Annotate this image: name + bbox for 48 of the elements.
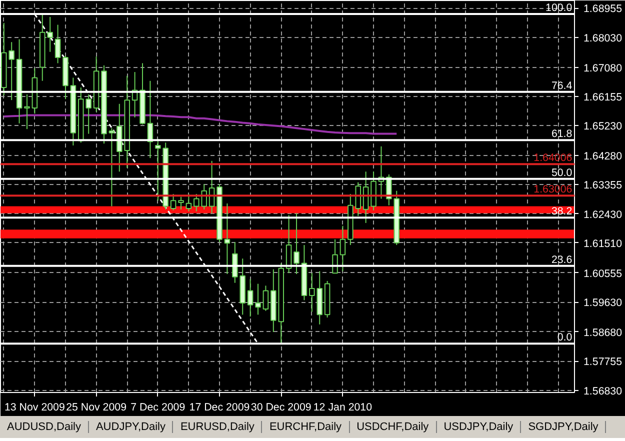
candlestick — [24, 94, 30, 130]
ref-line-label: 1.63006 — [534, 184, 572, 196]
ref-line-label: 1.64006 — [534, 152, 572, 164]
y-tick-label: 1.65230 — [584, 120, 622, 133]
text: SGDJPY,Daily — [521, 421, 606, 433]
text: AUDUSD,Daily — [0, 421, 89, 433]
y-tick-label: 1.59630 — [584, 297, 622, 310]
text: EURUSD,Daily — [173, 421, 262, 433]
text: EURCHF,Daily — [262, 421, 350, 433]
y-tick-label: 1.67080 — [584, 62, 622, 74]
candlestick — [178, 196, 184, 210]
y-tick-label: 1.66155 — [584, 91, 622, 104]
x-tick-label: 7 Dec 2009 — [130, 402, 186, 414]
candlestick — [255, 283, 261, 316]
annotation: 0.0 — [557, 332, 572, 344]
y-tick-label: 1.68030 — [584, 32, 622, 44]
candlestick — [294, 212, 300, 275]
candlestick — [262, 285, 269, 312]
y-tick-label: 1.62430 — [584, 208, 622, 221]
x-tick-label: 13 Nov 2009 — [4, 402, 65, 414]
candlestick — [247, 278, 254, 318]
y-tick-label: 1.63355 — [584, 180, 622, 192]
candlestick — [340, 225, 346, 272]
text: USDJPY,Daily — [436, 421, 522, 433]
y-tick-label: 1.68955 — [584, 3, 622, 16]
annotation: 76.4 — [551, 80, 572, 92]
y-tick-label: 1.56830 — [584, 385, 622, 398]
text: USDCHF,Daily — [350, 421, 437, 433]
y-tick-label: 1.61510 — [584, 238, 622, 250]
candlestick — [224, 202, 230, 275]
annotation: 23.6 — [551, 254, 572, 266]
x-tick-label: 25 Nov 2009 — [66, 402, 127, 414]
x-tick-label: 30 Dec 2009 — [250, 402, 312, 414]
x-tick-label: 17 Dec 2009 — [189, 402, 250, 414]
candlestick — [186, 193, 192, 212]
annotation: 61.8 — [551, 128, 572, 140]
y-tick-label: 1.57755 — [584, 356, 622, 368]
annotation: 50.0 — [551, 166, 572, 179]
candlestick — [54, 24, 61, 64]
y-tick-label: 1.64280 — [584, 150, 622, 163]
y-tick-label: 1.60555 — [584, 268, 622, 280]
candlestick — [170, 193, 176, 211]
candlestick — [108, 128, 115, 207]
text: AUDJPY,Daily — [88, 421, 174, 433]
candlestick — [332, 238, 338, 274]
y-tick-label: 1.58680 — [584, 327, 622, 339]
line-series — [2, 114, 398, 135]
x-tick-label: 12 Jan 2010 — [313, 402, 372, 414]
